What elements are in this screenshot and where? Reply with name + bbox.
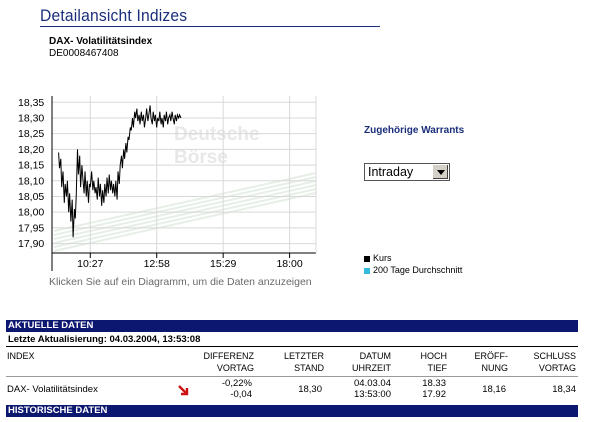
col-header-date: DATUM UHRZEIT <box>326 350 391 374</box>
legend-label-avg: 200 Tage Durchschnitt <box>373 265 463 275</box>
col-header-close: SCHLUSS VORTAG <box>510 350 576 374</box>
row-low: 17.92 <box>422 389 446 400</box>
legend-item-avg: 200 Tage Durchschnitt <box>364 265 462 275</box>
watermark-stripe <box>53 180 317 240</box>
chevron-down-icon[interactable] <box>432 165 448 179</box>
row-date: 04.03.04 <box>354 378 391 389</box>
y-tick-label: 18,20 <box>18 144 44 156</box>
watermark-stripe <box>53 176 317 236</box>
watermark-stripe <box>53 172 317 232</box>
col-header-open-line1: ERÖFF- <box>474 351 509 361</box>
row-last: 18,30 <box>298 384 322 395</box>
y-tick-label: 18,10 <box>18 175 44 187</box>
row-time: 13:53:00 <box>354 389 391 400</box>
last-update-text: Letzte Aktualisierung: 04.03.2004, 13:53… <box>8 334 201 345</box>
row-diff-pct: -0,22% <box>221 378 252 389</box>
instrument-isin: DE0008467408 <box>49 48 119 59</box>
legend-item-kurs: Kurs <box>364 253 392 263</box>
page-title: Detailansicht Indizes <box>40 6 188 25</box>
col-header-high-low: HOCH TIEF <box>393 350 448 374</box>
watermark-text: Börse <box>174 147 228 168</box>
series-line-kurs <box>58 105 182 238</box>
row-high: 18.33 <box>422 378 446 389</box>
x-tick-label: 15:29 <box>210 258 236 270</box>
range-select[interactable]: Intraday <box>364 163 450 181</box>
instrument-name: DAX- Volatilitätsindex <box>49 36 153 47</box>
y-tick-label: 18,35 <box>18 97 44 109</box>
divider <box>6 376 578 377</box>
legend-label-kurs: Kurs <box>373 253 392 263</box>
y-tick-label: 18,05 <box>18 191 44 203</box>
y-tick-label: 18,25 <box>18 128 44 140</box>
row-datetime: 04.03.04 13:53:00 <box>326 378 391 400</box>
section-heading-aktuelle-daten: AKTUELLE DATEN <box>6 320 578 332</box>
y-tick-label: 17,90 <box>18 238 44 250</box>
y-tick-label: 18,15 <box>18 160 44 172</box>
row-diff: -0,22% -0,04 <box>190 378 252 400</box>
x-tick-label: 12:58 <box>144 258 170 270</box>
col-header-diff-line2: VORTAG <box>216 363 254 373</box>
watermark-stripe <box>53 184 317 244</box>
row-open: 18,16 <box>482 384 506 395</box>
arrow-down-icon <box>178 385 189 396</box>
row-high-low: 18.33 17.92 <box>400 378 446 400</box>
col-header-close-line2: VORTAG <box>538 363 576 373</box>
y-tick-label: 17,95 <box>18 222 44 234</box>
row-prev-close: 18,34 <box>552 384 576 395</box>
watermark-text: Deutsche <box>174 124 260 145</box>
x-tick-label: 18:00 <box>276 258 302 270</box>
title-divider <box>40 26 380 27</box>
col-header-last-line1: LETZTER <box>283 351 324 361</box>
legend-swatch-avg <box>364 267 370 274</box>
divider <box>6 346 578 347</box>
row-diff-abs: -0,04 <box>230 389 252 400</box>
watermark-stripe <box>53 188 317 248</box>
col-header-low: TIEF <box>427 363 448 373</box>
legend-swatch-kurs <box>364 255 370 262</box>
watermark-stripe <box>53 192 317 252</box>
col-header-high: HOCH <box>420 351 448 361</box>
chart-hint: Klicken Sie auf ein Diagramm, um die Dat… <box>49 276 312 288</box>
col-header-date-line1: DATUM <box>359 351 391 361</box>
col-header-diff-line1: DIFFERENZ <box>203 351 255 361</box>
warrants-link[interactable]: Zugehörige Warrants <box>364 125 465 136</box>
y-tick-label: 18,00 <box>18 207 44 219</box>
row-index-name[interactable]: DAX- Volatilitätsindex <box>7 384 98 395</box>
section-heading-historische-daten: HISTORISCHE DATEN <box>6 405 578 417</box>
y-tick-label: 18,30 <box>18 112 44 124</box>
col-header-index: INDEX <box>7 351 35 361</box>
range-select-value: Intraday <box>368 165 414 179</box>
col-header-diff: DIFFERENZ VORTAG <box>180 350 255 374</box>
x-tick-label: 10:27 <box>77 258 103 270</box>
col-header-open-line2: NUNG <box>481 363 509 373</box>
col-header-date-line2: UHRZEIT <box>352 363 391 373</box>
col-header-close-line1: SCHLUSS <box>533 351 576 361</box>
col-header-last: LETZTER STAND <box>256 350 324 374</box>
col-header-last-line2: STAND <box>294 363 324 373</box>
col-header-open: ERÖFF- NUNG <box>450 350 509 374</box>
